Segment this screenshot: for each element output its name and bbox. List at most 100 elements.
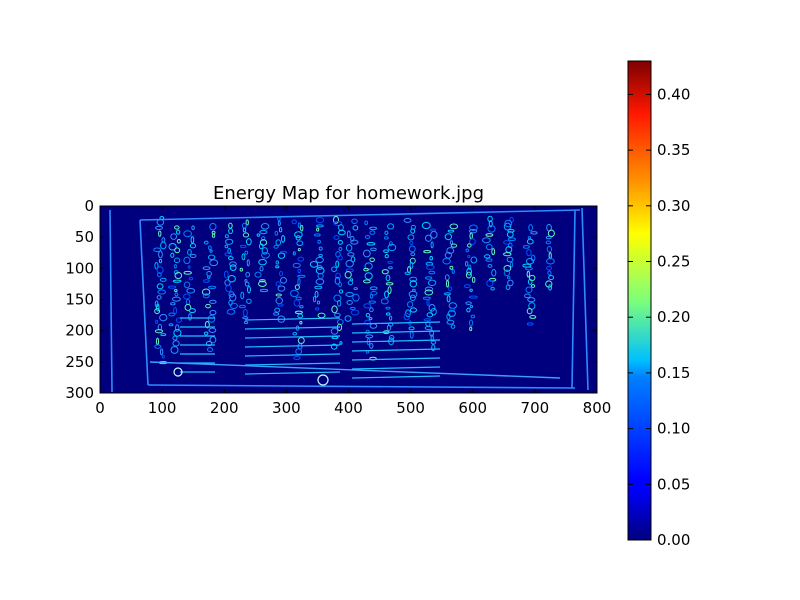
texture-blob [506, 231, 514, 238]
texture-blob [209, 249, 213, 253]
texture-blob [175, 324, 180, 332]
texture-blob [507, 228, 515, 233]
y-tick-label: 50 [75, 228, 94, 246]
texture-blob [485, 243, 493, 251]
texture-blob [447, 229, 455, 233]
texture-blob [409, 276, 418, 283]
texture-blob [469, 224, 478, 232]
texture-blob [160, 333, 167, 337]
texture-blob [244, 250, 249, 255]
texture-blob [209, 259, 219, 267]
texture-blob [448, 286, 453, 292]
texture-blob [334, 276, 341, 285]
chart-title: Energy Map for homework.jpg [213, 183, 484, 204]
texture-blob [312, 295, 317, 303]
texture-blob [406, 301, 414, 308]
texture-blob [275, 265, 280, 269]
y-tick-label: 150 [65, 291, 94, 309]
texture-blob [205, 303, 211, 309]
texture-blob [363, 303, 372, 309]
texture-blob [259, 279, 266, 283]
texture-blob [403, 217, 412, 223]
texture-blob [383, 249, 389, 254]
texture-blob [429, 255, 433, 261]
texture-blob [503, 269, 511, 277]
texture-blob [175, 317, 183, 323]
texture-blob [158, 230, 162, 237]
texture-blob [526, 270, 531, 278]
texture-blob [524, 293, 531, 299]
x-tick-label: 400 [334, 399, 363, 417]
texture-blob [318, 246, 323, 251]
texture-blob [290, 289, 299, 298]
texture-blob [505, 284, 511, 291]
texture-blob [387, 243, 397, 252]
texture-blob [175, 229, 181, 235]
texture-blob [346, 230, 351, 239]
texture-blob [370, 291, 378, 296]
texture-blob [229, 293, 237, 302]
texture-blob [444, 233, 453, 241]
texture-blob [229, 264, 237, 271]
texture-blob [525, 286, 533, 294]
texture-blob [293, 355, 301, 361]
texture-blob [530, 284, 536, 288]
texture-blob [156, 218, 165, 226]
texture-blob [279, 277, 288, 284]
texture-blob [170, 233, 178, 240]
texture-stroke [351, 366, 441, 370]
texture-blob [274, 230, 279, 236]
texture-blob [409, 294, 416, 301]
texture-blob [464, 261, 469, 267]
texture-blob [387, 223, 395, 230]
texture-blob [548, 284, 553, 291]
texture-blob [244, 281, 250, 287]
texture-blob [242, 227, 247, 233]
texture-blob [546, 265, 552, 271]
x-tick-label: 100 [148, 399, 177, 417]
texture-blob [408, 326, 415, 331]
texture-blob [430, 308, 437, 316]
texture-blob [468, 319, 474, 327]
texture-blob [409, 240, 414, 246]
texture-blob [159, 277, 167, 282]
texture-blob [364, 235, 371, 239]
texture-blob [337, 239, 343, 245]
texture-blob [223, 270, 229, 279]
y-tick-label: 250 [65, 353, 94, 371]
texture-stroke [244, 317, 341, 321]
texture-blob [204, 321, 210, 329]
texture-blob [330, 343, 338, 350]
texture-blob [172, 279, 182, 283]
texture-blob [259, 288, 269, 293]
texture-blob [242, 232, 250, 238]
x-tick-label: 700 [521, 399, 550, 417]
texture-blob [207, 314, 216, 323]
colorbar-tick-label: 0.05 [657, 475, 690, 493]
texture-blob [273, 244, 279, 249]
texture-blob [410, 228, 416, 234]
texture-blob [387, 286, 392, 295]
texture-blob [469, 304, 474, 309]
texture-blob [483, 254, 491, 259]
texture-blob [292, 262, 301, 269]
texture-blob [183, 281, 191, 289]
texture-blob [277, 285, 286, 292]
texture-blob [546, 246, 553, 253]
texture-blob [292, 332, 298, 336]
texture-blob [243, 320, 249, 325]
texture-blob [242, 316, 249, 320]
texture-blob [278, 227, 283, 233]
texture-blob [275, 239, 282, 246]
texture-blob [446, 247, 455, 254]
texture-blob [488, 220, 493, 228]
texture-blob [170, 345, 179, 354]
texture-blob [240, 291, 245, 300]
texture-blob [156, 295, 162, 300]
texture-blob [424, 286, 434, 292]
texture-blob [316, 300, 321, 305]
texture-blob [345, 291, 354, 297]
texture-blob [239, 267, 244, 272]
texture-blob [294, 284, 300, 290]
texture-blob [247, 285, 251, 294]
